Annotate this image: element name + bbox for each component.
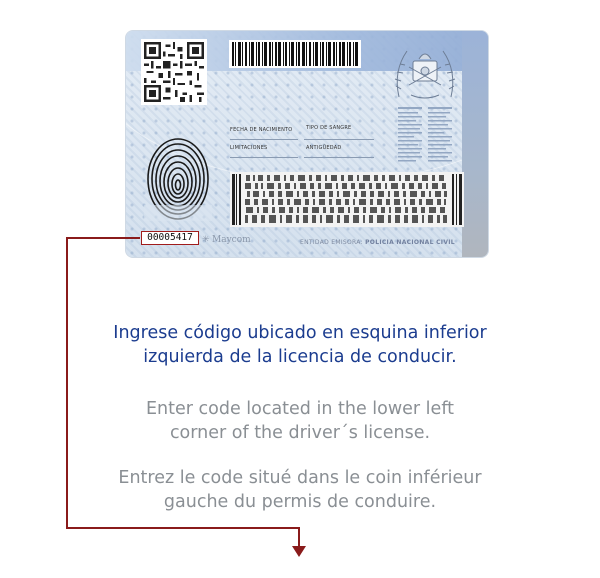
instruction-french: Entrez le code situé dans le coin inféri… <box>40 466 560 514</box>
seniority-label: ANTIGÜEDAD <box>306 145 342 151</box>
instruction-english: Enter code located in the lower left cor… <box>40 397 560 445</box>
serial-number: 00005417 <box>147 232 193 243</box>
pointer-arrow-top-segment <box>66 237 140 239</box>
fingerprint-image <box>144 135 212 221</box>
instruction-english-line1: Enter code located in the lower left <box>145 399 455 419</box>
instruction-spanish: Ingrese código ubicado en esquina inferi… <box>40 321 560 369</box>
license-card-image: FECHA DE NACIMIENTO TIPO DE SANGRE LIMIT… <box>126 31 488 257</box>
instruction-french-line2: gauche du permis de conduire. <box>163 492 437 512</box>
instruction-spanish-line2: izquierda de la licencia de conducir. <box>143 347 457 367</box>
instruction-spanish-line1: Ingrese código ubicado en esquina inferi… <box>113 323 487 343</box>
limitations-line <box>230 157 298 158</box>
issuing-entity: ENTIDAD EMISORA: POLICIA NACIONAL CIVIL <box>300 239 455 246</box>
seniority-line <box>304 157 374 158</box>
coat-of-arms-emblem <box>389 37 461 105</box>
limitations-label: LIMITACIONES <box>230 145 268 151</box>
pointer-arrow-bottom-segment <box>66 527 299 529</box>
birth-date-line <box>230 139 298 140</box>
maycom-brand: Maycom <box>212 235 251 245</box>
issuer-name: POLICIA NACIONAL CIVIL <box>365 239 455 246</box>
birth-date-label: FECHA DE NACIMIENTO <box>230 127 293 133</box>
instruction-english-line2: corner of the driver´s license. <box>169 423 431 443</box>
card-right-strip <box>462 31 488 257</box>
issuer-label: ENTIDAD EMISORA: <box>300 239 363 246</box>
pointer-arrow-down-segment <box>298 527 300 546</box>
blood-type-label: TIPO DE SANGRE <box>306 125 352 131</box>
microtext-block <box>394 105 458 169</box>
serial-number-highlight: 00005417 <box>141 231 199 245</box>
blood-type-line <box>304 139 374 140</box>
qr-code <box>141 39 207 105</box>
linear-barcode <box>229 40 361 68</box>
pointer-arrow-left-segment <box>66 237 68 528</box>
maycom-logo-icon: ✳ <box>202 235 210 245</box>
arrow-down-icon <box>292 546 306 557</box>
instruction-french-line1: Entrez le code situé dans le coin inféri… <box>118 468 482 488</box>
pdf417-barcode <box>230 172 464 227</box>
